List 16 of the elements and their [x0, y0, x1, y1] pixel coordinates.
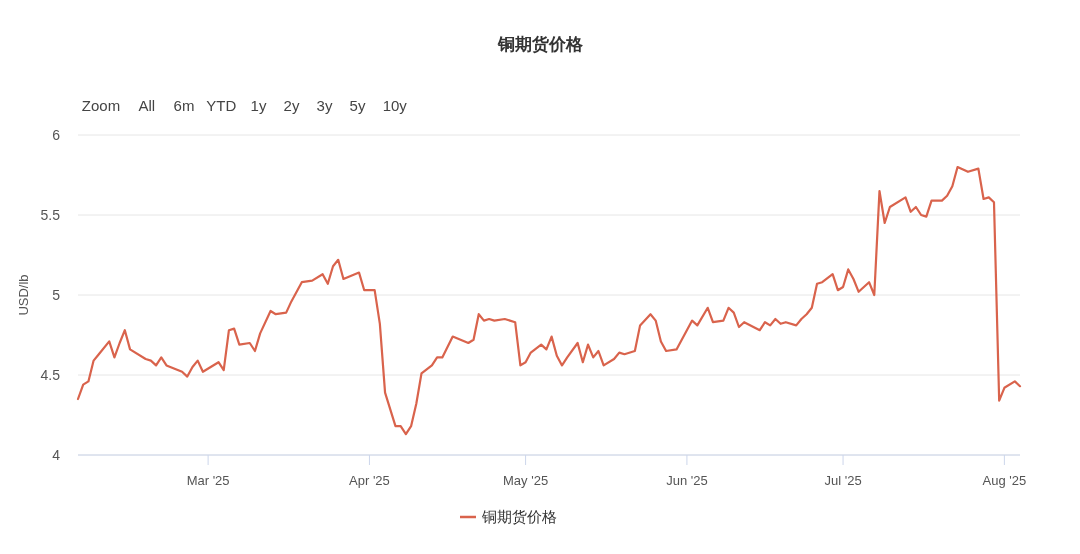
x-tick-label: Mar '25 [186, 473, 230, 488]
legend: 铜期货价格 [460, 508, 557, 525]
legend-label: 铜期货价格 [481, 508, 557, 525]
x-tick-label: Aug '25 [982, 473, 1027, 488]
y-tick-label: 4.5 [40, 367, 61, 383]
x-tick-label: May '25 [503, 473, 549, 488]
y-axis-title: USD/lb [16, 274, 31, 316]
x-tick-label: Jun '25 [666, 473, 708, 488]
x-tick-label: Jul '25 [824, 473, 862, 488]
y-tick-label: 4 [52, 447, 61, 463]
y-tick-label: 5.5 [40, 207, 61, 223]
range-buttons: Zoom All 6m YTD 1y 2y 3y 5y 10y [81, 97, 407, 114]
chart-title: 铜期货价格 [496, 35, 584, 54]
y-tick-label: 5 [52, 287, 61, 303]
x-tick-label: Apr '25 [349, 473, 390, 488]
y-tick-label: 6 [52, 127, 61, 143]
